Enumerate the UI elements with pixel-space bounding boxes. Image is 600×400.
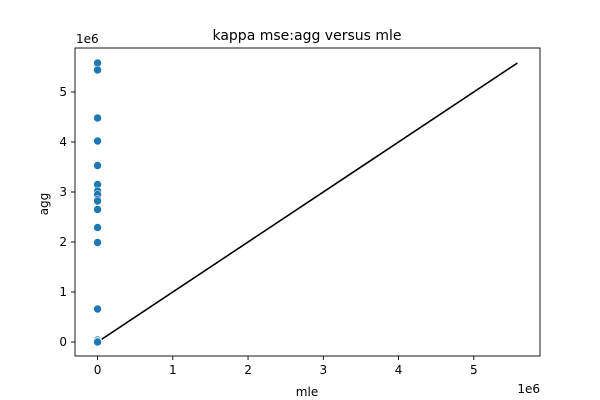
y-axis-offset-label: 1e6 bbox=[76, 32, 99, 46]
data-point bbox=[93, 65, 102, 75]
y-tick-label: 0 bbox=[59, 335, 67, 349]
data-point bbox=[93, 238, 102, 247]
data-point bbox=[93, 113, 102, 123]
y-axis-label: agg bbox=[37, 193, 51, 216]
y-tick-label: 1 bbox=[59, 285, 67, 299]
data-point bbox=[93, 205, 102, 214]
x-axis-label: mle bbox=[296, 385, 318, 399]
x-tick-label: 3 bbox=[319, 363, 327, 377]
y-tick-label: 4 bbox=[59, 135, 67, 149]
identity-line bbox=[97, 62, 518, 343]
data-point bbox=[93, 223, 102, 232]
y-tick-label: 3 bbox=[59, 185, 67, 199]
y-tick-label: 5 bbox=[59, 85, 67, 99]
y-tick-label: 2 bbox=[59, 235, 67, 249]
x-axis-offset-label: 1e6 bbox=[517, 382, 540, 396]
plot-frame bbox=[74, 47, 541, 357]
x-tick-label: 2 bbox=[244, 363, 252, 377]
chart-title: kappa mse:agg versus mle bbox=[212, 28, 401, 44]
x-tick-label: 0 bbox=[94, 363, 102, 377]
plot-area: 0 1 2 3 4 5 0 1 2 3 4 5 bbox=[59, 47, 541, 377]
data-point bbox=[93, 161, 102, 170]
data-point bbox=[93, 136, 102, 146]
data-point bbox=[93, 337, 102, 347]
x-tick-label: 4 bbox=[395, 363, 403, 377]
data-point bbox=[93, 304, 102, 314]
data-point bbox=[93, 196, 102, 206]
x-tick-label: 1 bbox=[169, 363, 177, 377]
x-tick-label: 5 bbox=[470, 363, 478, 377]
